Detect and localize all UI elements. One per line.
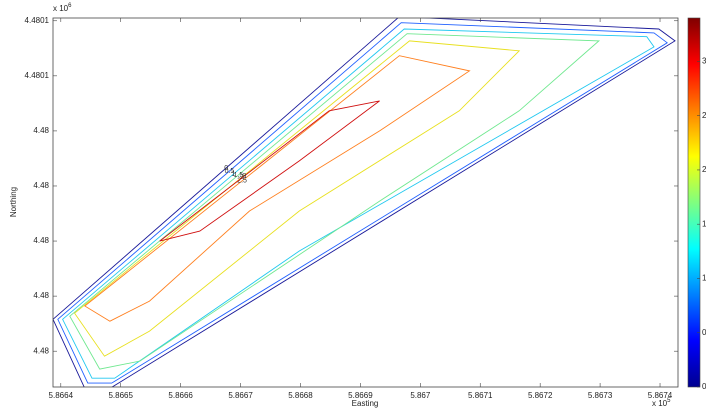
colorbar-tick-label: 3: [702, 57, 706, 66]
y-tick-label: 4.48: [33, 291, 49, 300]
contour-line: [69, 33, 601, 370]
contour-line: [84, 55, 471, 322]
x-multiplier: x 105: [652, 398, 671, 409]
colorbar-tick-label: 2: [702, 165, 706, 174]
x-multiplier-power: 5: [667, 398, 671, 404]
contour-label: 1: [231, 171, 235, 178]
y-tick-label: 4.4801: [25, 71, 50, 80]
colorbar-tick-label: 0: [702, 382, 706, 391]
x-tick-label: 5.8673: [588, 391, 613, 400]
contour-label: 2.5: [237, 178, 247, 185]
y-tick-label: 4.48: [33, 346, 49, 355]
x-multiplier-base: x 10: [652, 399, 668, 408]
x-tick-label: 5.8667: [228, 391, 253, 400]
y-tick-label: 4.4801: [25, 16, 50, 25]
colorbar-tick-label: 1: [702, 274, 706, 283]
contour-line: [159, 100, 380, 242]
y-multiplier-base: x 10: [53, 4, 69, 13]
x-tick-label: 5.8674: [648, 391, 673, 400]
x-tick-label: 5.8666: [168, 391, 193, 400]
contour-label: 0.5: [225, 168, 235, 175]
plot-area: [53, 18, 678, 387]
contour-line: [53, 18, 676, 387]
y-tick-label: 4.48: [33, 126, 49, 135]
y-tick-label: 4.48: [33, 236, 49, 245]
contour-line: [73, 40, 521, 357]
y-multiplier-power: 6: [68, 3, 72, 9]
contour-layer: 00.511.522.53: [53, 18, 676, 387]
colorbar-tick-label: 0.: [702, 328, 706, 337]
contour-label: 3: [243, 173, 247, 180]
contour-label: 1.5: [234, 172, 244, 179]
x-tick-label: 5.867: [410, 391, 431, 400]
colorbar-tick-label: 1.: [702, 219, 706, 228]
y-multiplier: x 106: [53, 3, 72, 14]
colorbar: [687, 17, 701, 388]
x-tick-label: 5.8669: [348, 391, 373, 400]
x-tick-label: 5.8672: [528, 391, 553, 400]
y-tick-label: 4.48: [33, 181, 49, 190]
x-axis-label: Easting: [352, 399, 379, 408]
x-tick-label: 5.8665: [108, 391, 133, 400]
contour-label: 0: [224, 165, 228, 172]
x-tick-label: 5.8671: [468, 391, 493, 400]
colorbar-tick-label: 2.: [702, 111, 706, 120]
contour-line: [57, 22, 669, 384]
contour-line: [62, 28, 655, 379]
x-tick-label: 5.8664: [49, 391, 74, 400]
x-tick-label: 5.8668: [288, 391, 313, 400]
y-axis-label: Northing: [9, 187, 18, 217]
plot-frame: [52, 17, 679, 388]
